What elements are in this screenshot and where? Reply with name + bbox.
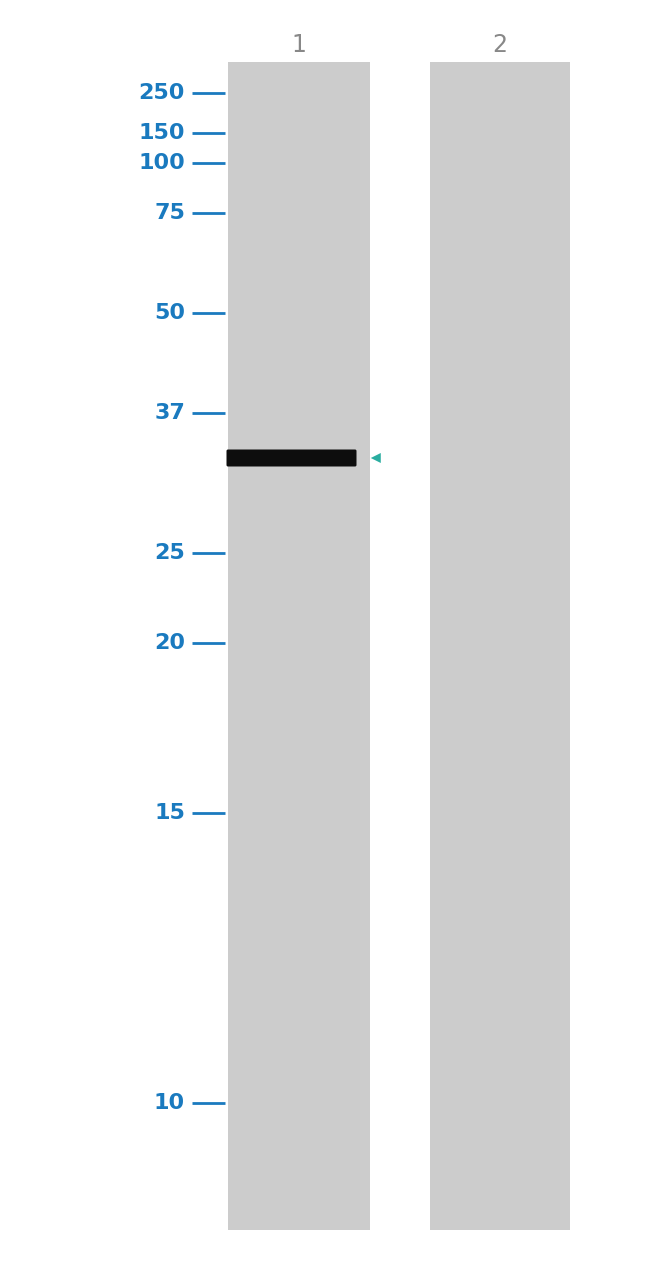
Text: 1: 1 bbox=[292, 33, 306, 57]
Text: 37: 37 bbox=[154, 403, 185, 423]
Text: 25: 25 bbox=[154, 544, 185, 563]
Text: 50: 50 bbox=[154, 304, 185, 323]
Text: 75: 75 bbox=[154, 203, 185, 224]
Bar bbox=[228, 62, 370, 1231]
Text: 20: 20 bbox=[154, 632, 185, 653]
Text: 15: 15 bbox=[154, 803, 185, 823]
Text: 150: 150 bbox=[138, 123, 185, 144]
FancyBboxPatch shape bbox=[226, 450, 356, 466]
Text: 10: 10 bbox=[154, 1093, 185, 1113]
Text: 250: 250 bbox=[138, 83, 185, 103]
Bar bbox=[430, 62, 570, 1231]
Text: 100: 100 bbox=[138, 152, 185, 173]
Text: 2: 2 bbox=[493, 33, 508, 57]
